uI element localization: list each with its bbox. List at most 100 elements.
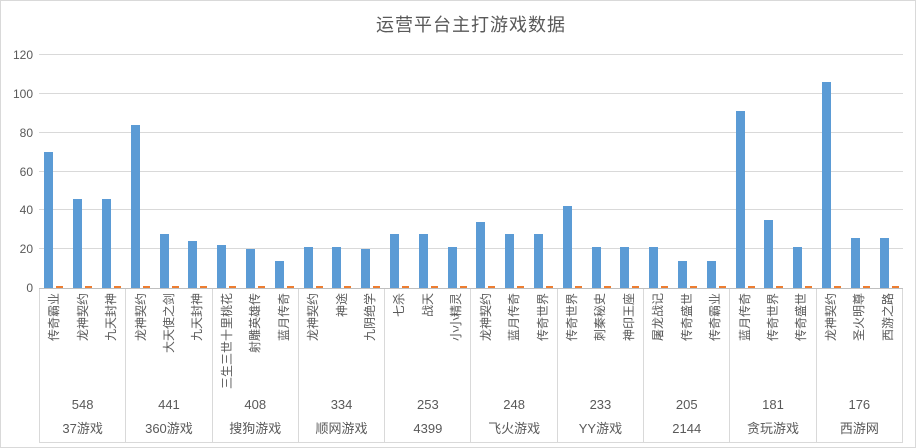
platform-group: 龙神契约 大天使之剑 九天封神 441 360游戏 (125, 289, 211, 442)
game-label-cell: 屠龙战记 (644, 289, 672, 390)
game-label: 圣火明尊 (852, 293, 867, 342)
game-labels-row: 蓝月传奇 传奇世界 传奇盛世 (730, 289, 815, 390)
game-label-cell: 传奇霸业 (40, 289, 68, 390)
game-label: 神途 (334, 293, 349, 318)
bar-secondary (545, 286, 553, 288)
game-label: 龙神契约 (75, 293, 90, 342)
y-tick-label: 100 (12, 86, 33, 101)
bar-secondary (113, 286, 121, 288)
bar-slot (845, 55, 874, 288)
bar-primary (217, 245, 227, 288)
bar-slot (586, 55, 615, 288)
platform-group: 蓝月传奇 传奇世界 传奇盛世 181 贪玩游戏 (729, 289, 815, 442)
bar-slot (154, 55, 183, 288)
gridline (39, 170, 903, 172)
game-label-cell: 蓝月传奇 (269, 289, 297, 390)
bar-slot (673, 55, 702, 288)
bar-secondary (56, 286, 64, 288)
bar-slot (759, 55, 788, 288)
bar-primary (44, 152, 54, 288)
platform-total: 248 (503, 397, 525, 412)
gridline (39, 248, 903, 250)
bar-slot (298, 55, 327, 288)
game-label-cell: 传奇世界 (759, 289, 787, 390)
bar-primary (389, 233, 399, 288)
bar-secondary (171, 286, 179, 288)
platform-total: 253 (416, 397, 439, 412)
bar-slot (241, 55, 270, 288)
game-label-cell: 传奇盛世 (673, 289, 701, 390)
bar-secondary (603, 286, 611, 288)
y-tick-label: 80 (19, 125, 33, 140)
game-label: 传奇盛世 (679, 293, 694, 342)
bar-primary (764, 220, 774, 288)
bar-secondary (401, 286, 409, 288)
game-label: 三生三世十里桃花 (219, 293, 234, 390)
game-label: 传奇霸业 (47, 293, 62, 342)
game-label-cell: 神途 (327, 289, 355, 390)
game-labels-row: 龙神契约 圣火明尊 西游之路 (817, 289, 902, 390)
bar-secondary (833, 286, 841, 288)
bar-primary (245, 249, 255, 288)
bar-slot (874, 55, 903, 288)
game-label-cell: 龙神契约 (299, 289, 327, 390)
bar-slot (327, 55, 356, 288)
game-label-cell: 九天封神 (183, 289, 211, 390)
game-label-cell: 龙神契约 (68, 289, 96, 390)
platform-total: 176 (848, 397, 871, 412)
bar-secondary (344, 286, 352, 288)
bar-secondary (229, 286, 237, 288)
bar-slot (413, 55, 442, 288)
bar-secondary (747, 286, 755, 288)
game-label: 传奇盛世 (794, 293, 809, 342)
platform-total: 233 (589, 397, 612, 412)
platform-name: 贪玩游戏 (747, 421, 800, 436)
game-label-cell: 七杀 (385, 289, 413, 390)
platform-name: 飞火游戏 (488, 421, 541, 436)
bar-slot (442, 55, 471, 288)
y-tick-label: 60 (19, 164, 33, 179)
bar-primary (620, 247, 630, 288)
platform-name: 360游戏 (145, 421, 193, 436)
bar-primary (677, 260, 687, 288)
bar-slot (529, 55, 558, 288)
game-label: 蓝月传奇 (737, 293, 752, 342)
bar-secondary (257, 286, 265, 288)
bar-secondary (891, 286, 899, 288)
bar-primary (188, 241, 198, 288)
bar-slot (471, 55, 500, 288)
bar-secondary (718, 286, 726, 288)
plot-area (39, 54, 903, 289)
platform-total: 334 (330, 397, 353, 412)
game-label-cell: 传奇世界 (528, 289, 556, 390)
bar-slot (183, 55, 212, 288)
bar-secondary (488, 286, 496, 288)
bar-primary (793, 247, 803, 288)
bar-primary (476, 221, 486, 288)
bar-primary (73, 198, 83, 288)
game-label: 战天 (420, 293, 435, 318)
game-label-cell: 小小精灵 (442, 289, 470, 390)
game-labels-row: 龙神契约 大天使之剑 九天封神 (126, 289, 211, 390)
game-label-cell: 龙神契约 (471, 289, 499, 390)
bar-primary (130, 124, 140, 288)
game-label-cell: 传奇世界 (558, 289, 586, 390)
bar-primary (332, 247, 342, 288)
platform-name: 2144 (672, 421, 702, 436)
game-labels-row: 七杀 战天 小小精灵 (385, 289, 470, 390)
platform-name: 4399 (413, 421, 443, 436)
bar-primary (303, 247, 313, 288)
game-labels-row: 传奇世界 刺秦秘史 神印王座 (558, 289, 643, 390)
y-tick-label: 20 (19, 242, 33, 257)
bar-secondary (459, 286, 467, 288)
bar-slots (39, 55, 903, 288)
game-labels-row: 传奇霸业 龙神契约 九天封神 (40, 289, 125, 390)
game-label: 龙神契约 (306, 293, 321, 342)
game-label: 传奇霸业 (708, 293, 723, 342)
gridline (39, 131, 903, 133)
bar-slot (788, 55, 817, 288)
game-label: 小小精灵 (449, 293, 464, 342)
chart-title: 运营平台主打游戏数据 (376, 15, 566, 35)
bar-slot (97, 55, 126, 288)
game-label: 蓝月传奇 (507, 293, 522, 342)
